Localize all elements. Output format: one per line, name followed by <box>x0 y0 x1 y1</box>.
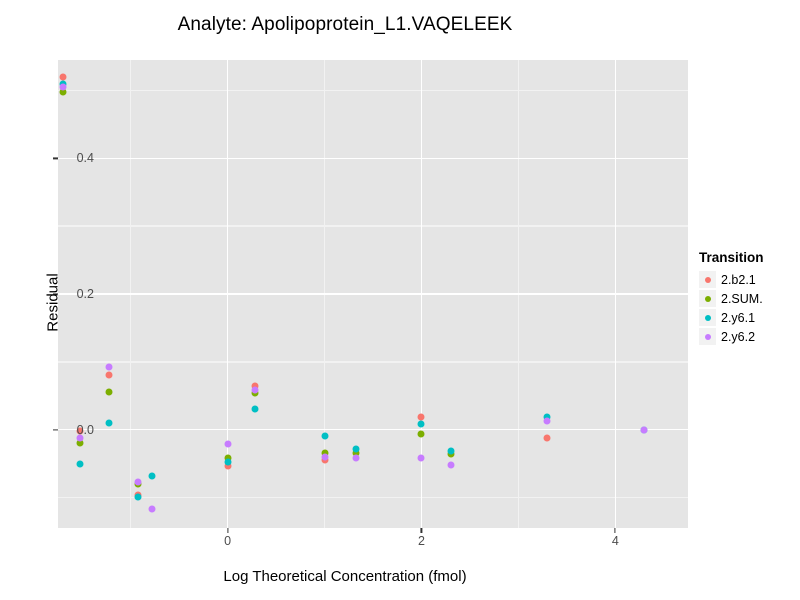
data-point <box>321 449 329 457</box>
legend-color-dot <box>704 295 711 302</box>
y-axis-tick-mark <box>53 293 58 295</box>
data-point <box>251 382 259 390</box>
x-axis-tick-label: 4 <box>611 534 619 548</box>
gridline-minor-horizontal <box>58 225 688 227</box>
gridline-minor-horizontal <box>58 496 688 499</box>
legend-item-label: 2.b2.1 <box>721 272 756 287</box>
legend-item-2-b2-1: 2.b2.1 <box>699 270 799 289</box>
x-axis-tick-mark <box>227 528 229 533</box>
chart-title: Analyte: Apolipoprotein_L1.VAQELEEK <box>177 14 513 35</box>
data-point <box>134 478 142 486</box>
data-point <box>105 419 113 427</box>
y-axis-tick-mark <box>53 429 58 431</box>
gridline-major-vertical <box>614 60 616 528</box>
data-point <box>447 447 455 455</box>
legend-key-swatch <box>699 271 716 288</box>
data-point <box>105 363 113 371</box>
data-point <box>447 461 455 469</box>
legend-item-label: 2.y6.1 <box>721 310 756 325</box>
data-point <box>59 73 67 81</box>
x-axis-tick-label: 2 <box>417 534 425 548</box>
legend: Transition 2.b2.1 2.SUM. 2.y6.1 2.y6.2 <box>699 250 799 346</box>
legend-item-2-y6-1: 2.y6.1 <box>699 308 799 327</box>
y-axis-tick-label: 0.4 <box>76 151 94 166</box>
legend-item-2-y6-2: 2.y6.2 <box>699 327 799 346</box>
gridline-major-horizontal <box>58 293 688 295</box>
data-point <box>134 493 142 501</box>
gridline-major-horizontal <box>58 157 688 160</box>
legend-item-2-sum-: 2.SUM. <box>699 289 799 308</box>
data-point <box>417 430 425 438</box>
x-axis-tick-mark <box>614 528 616 533</box>
gridline-major-vertical <box>420 60 423 528</box>
data-point <box>148 472 156 480</box>
data-point <box>417 420 425 428</box>
legend-color-dot <box>704 314 711 321</box>
data-point <box>251 405 259 413</box>
legend-color-dot <box>704 333 711 340</box>
gridline-minor-horizontal <box>58 89 688 92</box>
legend-items: 2.b2.1 2.SUM. 2.y6.1 2.y6.2 <box>699 270 799 346</box>
legend-item-label: 2.SUM. <box>721 291 763 306</box>
data-point <box>76 434 84 442</box>
y-axis-title: Residual <box>44 273 62 332</box>
data-point <box>224 440 232 448</box>
data-point <box>224 454 232 462</box>
x-axis-tick-label: 0 <box>224 534 232 548</box>
y-axis-tick-mark <box>53 157 58 159</box>
data-point <box>59 83 67 91</box>
legend-key-swatch <box>699 290 716 307</box>
data-point <box>417 454 425 462</box>
data-point <box>352 449 360 457</box>
data-point <box>105 371 113 379</box>
data-point <box>76 439 84 447</box>
data-point <box>76 460 84 468</box>
data-point <box>417 413 425 421</box>
legend-item-label: 2.y6.2 <box>721 329 756 344</box>
data-point <box>224 458 232 466</box>
x-axis-tick-mark <box>420 528 423 533</box>
y-axis-tick-label: 0.2 <box>76 287 94 301</box>
data-point <box>224 462 232 470</box>
data-point <box>352 454 360 462</box>
y-axis-tick-label: 0.0 <box>76 422 94 437</box>
gridline-major-horizontal <box>58 428 688 431</box>
data-point <box>321 453 329 461</box>
legend-title: Transition <box>699 250 764 265</box>
legend-key-swatch <box>699 328 716 345</box>
legend-key-swatch <box>699 309 716 326</box>
data-point <box>76 427 84 435</box>
data-point <box>59 88 67 96</box>
data-point <box>148 505 156 513</box>
data-point <box>105 388 113 396</box>
data-point <box>543 417 551 425</box>
data-point <box>251 386 259 394</box>
data-point <box>352 445 360 453</box>
data-point <box>321 432 329 440</box>
gridline-minor-horizontal <box>58 361 688 363</box>
legend-color-dot <box>704 276 711 283</box>
x-axis-title: Log Theoretical Concentration (fmol) <box>223 568 467 585</box>
data-point <box>543 434 551 442</box>
data-point <box>640 426 648 434</box>
gridline-major-vertical <box>226 60 229 528</box>
plot-panel <box>58 60 688 528</box>
